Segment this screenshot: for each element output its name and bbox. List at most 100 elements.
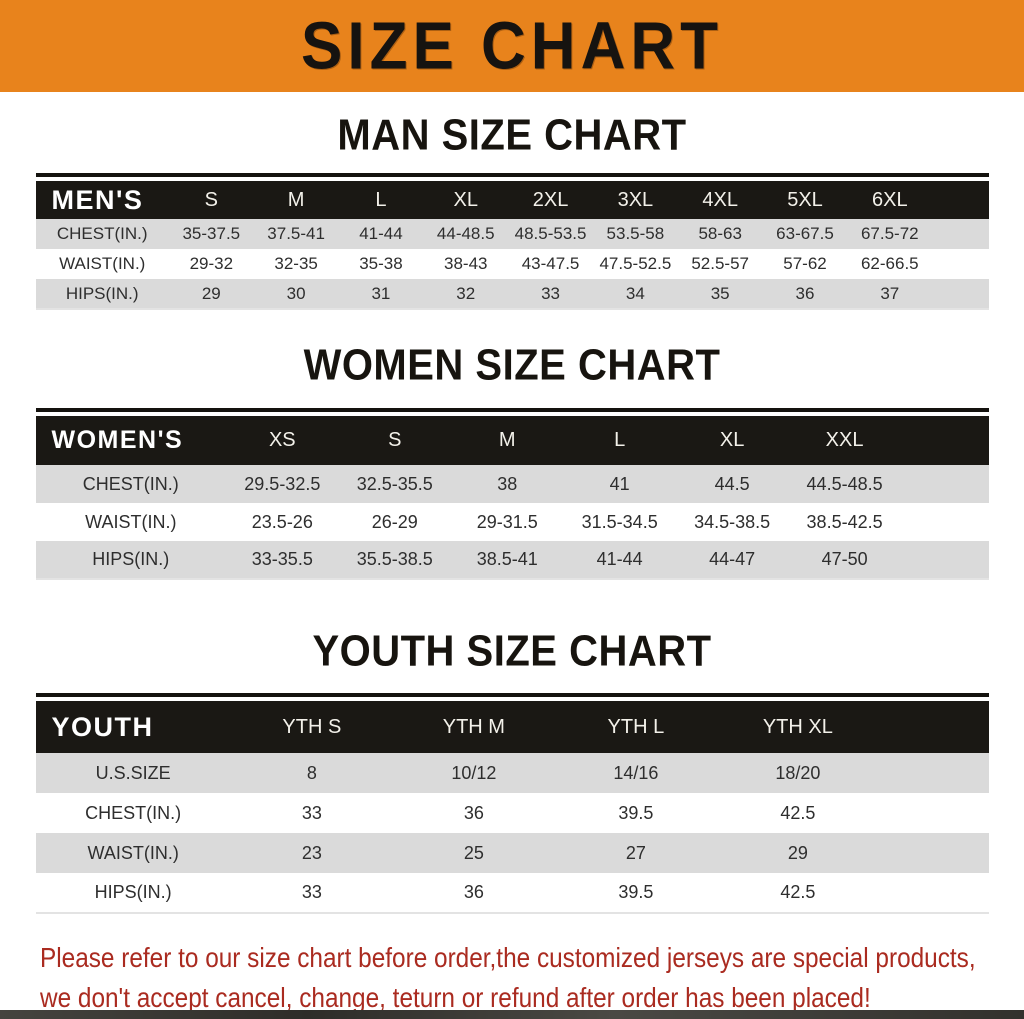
size-value: 42.5 [780,802,816,823]
size-value: 57-62 [783,254,827,273]
size-value: 44-47 [709,549,756,569]
spacer-cell [879,833,989,873]
column-header: XS [268,429,296,451]
size-value: 52.5-57 [691,254,750,273]
size-value: 18/20 [775,762,821,783]
row-label: HIPS(IN.) [65,283,139,303]
size-value: 33-35.5 [251,549,313,569]
row-label: WAIST(IN.) [59,254,146,273]
column-header: 4XL [702,188,738,211]
footer-note: Please refer to our size chart before or… [0,938,1024,1018]
size-value: 41-44 [596,549,643,569]
men-section-heading: MAN SIZE CHART [337,110,687,160]
size-value: 62-66.5 [860,254,919,273]
table-corner-label: YOUTH [51,711,154,742]
size-value: 34 [625,283,645,303]
size-value: 33 [301,802,322,823]
size-value: 39.5 [618,882,654,902]
table-corner-label: MEN'S [51,184,144,215]
men-size-table: MEN'S S M L XL 2XL 3XL 4XL 5XL 6XL CHEST(IN.) 35-37… [35,181,989,310]
size-value: 37.5-41 [267,224,325,243]
row-label: U.S.SIZE [95,762,171,783]
size-value: 67.5-72 [860,224,919,243]
section-men: MAN SIZE CHART MEN'S S M L XL 2XL 3XL 4XL 5XL 6XL… [0,110,1024,310]
size-value: 10/12 [451,762,497,783]
row-label: CHEST(IN.) [56,224,148,243]
spacer-cell [879,873,989,913]
spacer-cell [932,279,988,309]
size-value: 41-44 [359,224,403,243]
table-row: WAIST(IN.) 29-32 32-35 35-38 38-43 43-47.5 47.… [35,249,989,279]
size-value: 26-29 [371,511,418,532]
size-value: 8 [306,762,317,783]
size-value: 33 [301,882,322,902]
row-label: CHEST(IN.) [82,473,179,494]
row-label: WAIST(IN.) [87,842,179,863]
size-value: 38.5-41 [476,549,538,569]
table-row: CHEST(IN.) 35-37.5 37.5-41 41-44 44-48.5 48.5… [35,219,989,249]
size-value: 31 [371,283,391,303]
size-value: 27 [625,842,646,863]
size-value: 29 [201,283,221,303]
size-value: 36 [463,802,484,823]
size-value: 42.5 [780,882,816,902]
size-value: 32-35 [274,254,318,273]
spacer-cell [901,416,989,465]
size-value: 32 [456,283,476,303]
table-row: HIPS(IN.) 29 30 31 32 33 34 35 36 37 [35,279,989,309]
women-section-heading: WOMEN SIZE CHART [303,340,721,390]
table-row: CHEST(IN.) 29.5-32.5 32.5-35.5 38 41 44.5 44.5… [35,465,989,503]
size-value: 30 [286,283,306,303]
column-header: XXL [825,429,864,451]
size-value: 14/16 [613,762,659,783]
size-value: 35-38 [359,254,403,273]
size-value: 35 [710,283,730,303]
row-label: CHEST(IN.) [85,802,182,823]
row-label: HIPS(IN.) [92,549,170,569]
table-row: U.S.SIZE 8 10/12 14/16 18/20 [35,753,989,793]
size-value: 23.5-26 [251,511,313,532]
size-value: 29-32 [189,254,234,273]
header-row: YOUTH YTH S YTH M YTH L YTH XL [35,701,989,753]
column-header: S [204,188,218,211]
size-value: 25 [463,842,484,863]
column-header: YTH XL [762,715,833,738]
size-value: 47-50 [821,549,868,569]
size-value: 37 [880,283,900,303]
column-header: XL [719,429,745,451]
column-header: M [498,429,516,451]
spacer-cell [932,219,988,249]
size-value: 23 [301,842,322,863]
page-title: SIZE CHART [301,8,723,84]
size-value: 36 [795,283,815,303]
spacer-cell [879,753,989,793]
men-table-top-rule [35,173,989,177]
size-value: 31.5-34.5 [581,511,658,532]
header-row: MEN'S S M L XL 2XL 3XL 4XL 5XL 6XL [35,181,989,219]
spacer-cell [901,503,989,541]
column-header: 6XL [872,188,908,211]
spacer-cell [932,249,988,279]
size-value: 29.5-32.5 [244,473,321,494]
column-header: 3XL [617,188,654,211]
table-row: CHEST(IN.) 33 36 39.5 42.5 [35,793,989,833]
column-header: XL [453,188,478,211]
header-row: WOMEN'S XS S M L XL XXL [35,416,989,465]
column-header: YTH S [282,715,342,738]
column-header: L [375,188,387,211]
column-header: YTH M [442,715,505,738]
size-value: 44.5 [714,473,750,494]
spacer-cell [879,701,989,753]
size-value: 29 [787,842,808,863]
size-value: 44.5-48.5 [806,473,883,494]
size-value: 32.5-35.5 [356,473,433,494]
size-value: 35-37.5 [182,224,241,243]
spacer-cell [879,793,989,833]
table-row: HIPS(IN.) 33 36 39.5 42.5 [35,873,989,913]
section-women: WOMEN SIZE CHART WOMEN'S XS S M L XL XXL CHEST(… [0,340,1024,580]
column-header: L [614,429,626,451]
women-size-table: WOMEN'S XS S M L XL XXL CHEST(IN.) 29.5-32.5 32.5… [35,416,989,580]
size-value: 38.5-42.5 [806,511,883,532]
spacer-cell [932,181,988,219]
size-value: 44-48.5 [436,224,495,243]
